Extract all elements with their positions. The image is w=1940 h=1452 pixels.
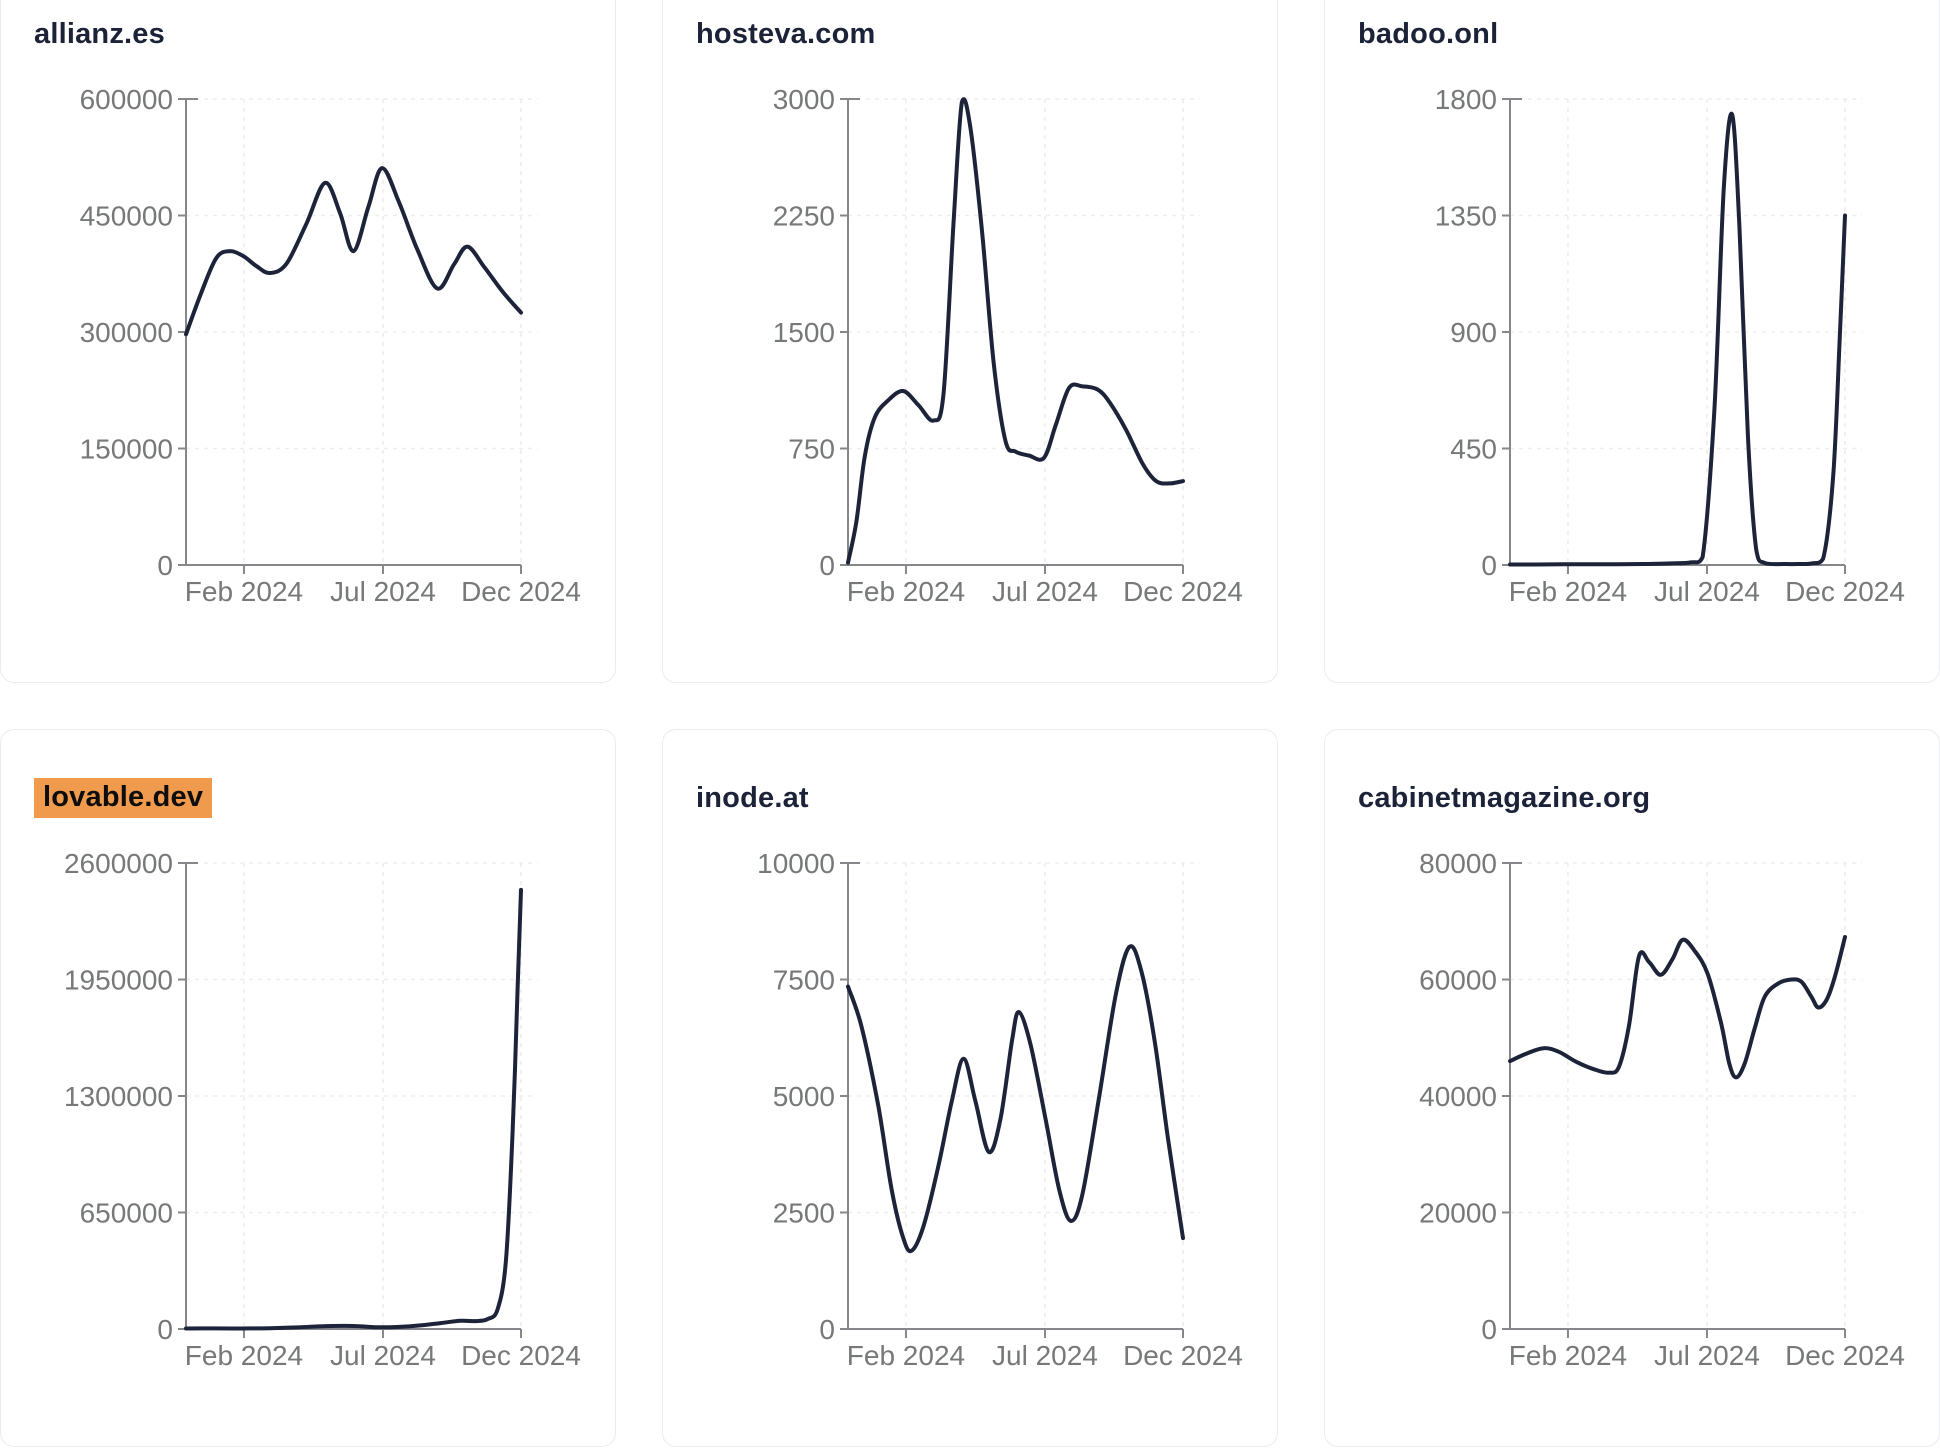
y-tick-label: 2600000 <box>64 848 173 879</box>
y-tick-label: 300000 <box>80 317 173 348</box>
chart-title-row: lovable.dev <box>34 778 213 818</box>
chart-title-row: inode.at <box>696 778 809 818</box>
y-tick-label: 750 <box>788 433 835 464</box>
line-chart: 0 450 900 1350 1800 Feb 2024 Jul 2024 Dec 2024 <box>1435 84 1905 607</box>
x-tick-label: Dec 2024 <box>461 1340 581 1371</box>
series-line <box>846 944 1185 1254</box>
y-tick-label: 1800 <box>1435 84 1497 115</box>
y-tick-label: 0 <box>157 1314 173 1345</box>
series-line <box>184 166 523 337</box>
y-tick-label: 80000 <box>1419 848 1497 879</box>
y-tick-label: 20000 <box>1419 1197 1497 1228</box>
line-chart: 0 150000 300000 450000 600000 Feb 2024 Jul 202… <box>80 84 581 607</box>
y-tick-label: 0 <box>157 550 173 581</box>
y-tick-label: 650000 <box>80 1197 173 1228</box>
chart-card-allianz.es: allianz.es 0 150000 300000 450000 600000 Feb … <box>0 0 616 683</box>
x-tick-label: Feb 2024 <box>847 1340 965 1371</box>
y-tick-label: 5000 <box>773 1081 835 1112</box>
x-tick-label: Jul 2024 <box>330 1340 436 1371</box>
chart-title: hosteva.com <box>696 17 876 50</box>
y-tick-label: 2250 <box>773 200 835 231</box>
chart-card-inode.at: inode.at 0 2500 5000 7500 10000 Feb 2024 Jul 2… <box>662 729 1278 1447</box>
x-tick-label: Dec 2024 <box>1123 1340 1243 1371</box>
y-tick-label: 900 <box>1450 317 1497 348</box>
line-chart: 0 650000 1300000 1950000 2600000 Feb 2024 Jul … <box>64 848 581 1371</box>
chart-card-badoo.onl: badoo.onl 0 450 900 1350 1800 Feb 2024 Jul 202… <box>1324 0 1940 683</box>
y-tick-label: 0 <box>819 1314 835 1345</box>
x-tick-label: Feb 2024 <box>185 1340 303 1371</box>
x-tick-label: Feb 2024 <box>1509 576 1627 607</box>
x-tick-label: Feb 2024 <box>185 576 303 607</box>
x-tick-label: Feb 2024 <box>1509 1340 1627 1371</box>
y-tick-label: 450000 <box>80 200 173 231</box>
chart-title-row: badoo.onl <box>1358 14 1498 54</box>
line-chart: 0 750 1500 2250 3000 Feb 2024 Jul 2024 Dec 2024 <box>773 84 1243 607</box>
x-tick-label: Jul 2024 <box>992 1340 1098 1371</box>
y-tick-label: 150000 <box>80 433 173 464</box>
x-tick-label: Jul 2024 <box>992 576 1098 607</box>
x-tick-label: Dec 2024 <box>461 576 581 607</box>
series-line <box>846 97 1185 565</box>
series-line <box>184 887 523 1331</box>
y-tick-label: 0 <box>1481 550 1497 581</box>
chart-card-hosteva.com: hosteva.com 0 750 1500 2250 3000 Feb 2024 Jul … <box>662 0 1278 683</box>
chart-title-row: allianz.es <box>34 14 165 54</box>
chart-card-lovable.dev: lovable.dev 0 650000 1300000 1950000 2600000… <box>0 729 616 1447</box>
x-tick-label: Dec 2024 <box>1785 1340 1905 1371</box>
chart-title: badoo.onl <box>1358 17 1499 50</box>
chart-card-cabinetmagazine.org: cabinetmagazine.org 0 20000 40000 60000 8000… <box>1324 729 1940 1447</box>
y-tick-label: 0 <box>819 550 835 581</box>
x-tick-label: Dec 2024 <box>1785 576 1905 607</box>
chart-title: lovable.dev <box>34 778 213 818</box>
y-tick-label: 0 <box>1481 1314 1497 1345</box>
x-tick-label: Dec 2024 <box>1123 576 1243 607</box>
x-tick-label: Feb 2024 <box>847 576 965 607</box>
x-tick-label: Jul 2024 <box>1654 1340 1760 1371</box>
series-line <box>1508 935 1847 1080</box>
x-tick-label: Jul 2024 <box>330 576 436 607</box>
chart-title: cabinetmagazine.org <box>1358 781 1651 814</box>
line-chart: 0 2500 5000 7500 10000 Feb 2024 Jul 2024 Dec 20… <box>757 848 1243 1371</box>
y-tick-label: 1300000 <box>64 1081 173 1112</box>
chart-title-row: cabinetmagazine.org <box>1358 778 1650 818</box>
chart-title: allianz.es <box>34 17 165 50</box>
series-line <box>1508 111 1847 567</box>
y-tick-label: 450 <box>1450 433 1497 464</box>
y-tick-label: 2500 <box>773 1197 835 1228</box>
y-tick-label: 1950000 <box>64 964 173 995</box>
y-tick-label: 10000 <box>757 848 835 879</box>
y-tick-label: 1350 <box>1435 200 1497 231</box>
y-tick-label: 3000 <box>773 84 835 115</box>
y-tick-label: 7500 <box>773 964 835 995</box>
y-tick-label: 1500 <box>773 317 835 348</box>
x-tick-label: Jul 2024 <box>1654 576 1760 607</box>
y-tick-label: 600000 <box>80 84 173 115</box>
chart-title: inode.at <box>696 781 809 814</box>
y-tick-label: 40000 <box>1419 1081 1497 1112</box>
chart-title-row: hosteva.com <box>696 14 876 54</box>
y-tick-label: 60000 <box>1419 964 1497 995</box>
line-chart: 0 20000 40000 60000 80000 Feb 2024 Jul 2024 Dec… <box>1419 848 1905 1371</box>
